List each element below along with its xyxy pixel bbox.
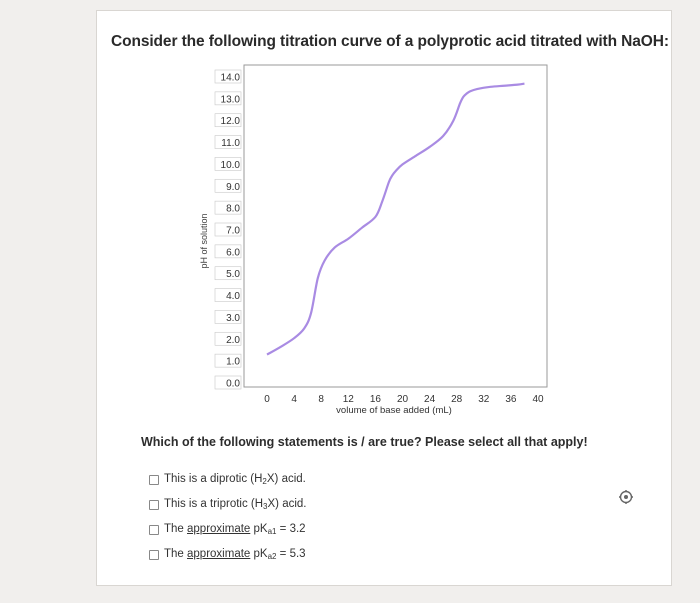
y-tick-box <box>214 375 242 390</box>
y-tick-box <box>214 200 242 215</box>
plot-area <box>243 64 548 388</box>
option-label: This is a diprotic (H2X) acid. <box>164 473 306 486</box>
x-tick-label: 32 <box>478 394 490 405</box>
x-tick-label: 12 <box>343 394 355 405</box>
y-tick-box <box>214 266 242 281</box>
y-tick-box <box>214 91 242 106</box>
y-tick-label: 14.0 <box>221 73 241 84</box>
x-tick-label: 0 <box>264 394 270 405</box>
y-tick-box <box>214 310 242 324</box>
y-tick-label: 12.0 <box>221 116 241 127</box>
checkbox[interactable] <box>149 499 159 510</box>
option-label: This is a triprotic (H3X) acid. <box>164 498 307 511</box>
y-tick-box <box>214 288 242 302</box>
y-tick-box <box>214 353 242 368</box>
y-tick-box <box>214 178 242 193</box>
y-tick-label: 4.0 <box>226 291 240 302</box>
y-tick-label: 6.0 <box>226 247 240 258</box>
option-pka2[interactable]: The approximate pKa2 = 5.3 <box>149 548 306 561</box>
titration-chart: 14.0 13.0 12.0 11.0 10.0 9.0 8.0 7.0 6.0 5.0 4.0 3.… <box>199 64 548 416</box>
x-tick-label: 40 <box>532 394 544 405</box>
x-tick-label: 8 <box>318 394 324 405</box>
option-pka1[interactable]: The approximate pKa1 = 3.2 <box>149 523 306 536</box>
checkbox[interactable] <box>149 524 159 535</box>
y-tick-box <box>214 69 242 84</box>
y-tick-box <box>214 157 242 171</box>
y-tick-box <box>214 135 242 149</box>
y-tick-label: 10.0 <box>221 160 241 171</box>
y-tick-label: 9.0 <box>226 182 240 193</box>
option-label: The approximate pKa2 = 5.3 <box>164 548 306 561</box>
select-prompt: Which of the following statements is / a… <box>141 435 588 449</box>
checkbox[interactable] <box>149 549 159 560</box>
option-diprotic[interactable]: This is a diprotic (H2X) acid. <box>149 473 306 486</box>
y-tick-label: 0.0 <box>226 379 240 390</box>
x-axis-label: volume of base added (mL) <box>336 405 452 416</box>
y-tick-box <box>214 222 242 237</box>
y-tick-label: 1.0 <box>226 357 240 368</box>
y-tick-box <box>214 113 242 128</box>
y-tick-label: 8.0 <box>226 204 240 215</box>
x-tick-label: 28 <box>451 394 463 405</box>
y-tick-label: 11.0 <box>221 138 240 149</box>
y-tick-label: 5.0 <box>226 269 240 280</box>
x-tick-label: 20 <box>397 394 409 405</box>
y-tick-label: 2.0 <box>226 335 240 346</box>
question-panel: Consider the following titration curve o… <box>96 10 672 586</box>
y-tick-label: 7.0 <box>226 226 240 237</box>
x-tick-label: 16 <box>370 394 382 405</box>
x-tick-label: 24 <box>424 394 436 405</box>
y-tick-box <box>214 331 242 346</box>
y-tick-label: 13.0 <box>221 94 241 105</box>
question-title: Consider the following titration curve o… <box>111 33 669 50</box>
y-tick-label: 3.0 <box>226 313 240 324</box>
option-label: The approximate pKa1 = 3.2 <box>164 523 306 536</box>
y-axis-label: pH of solution <box>199 213 209 268</box>
x-tick-label: 4 <box>291 394 297 405</box>
gear-like-icon[interactable] <box>618 489 634 505</box>
x-tick-label: 36 <box>505 394 517 405</box>
checkbox[interactable] <box>149 474 159 485</box>
y-tick-box <box>214 244 242 259</box>
titration-curve <box>266 82 525 356</box>
option-triprotic[interactable]: This is a triprotic (H3X) acid. <box>149 498 307 511</box>
